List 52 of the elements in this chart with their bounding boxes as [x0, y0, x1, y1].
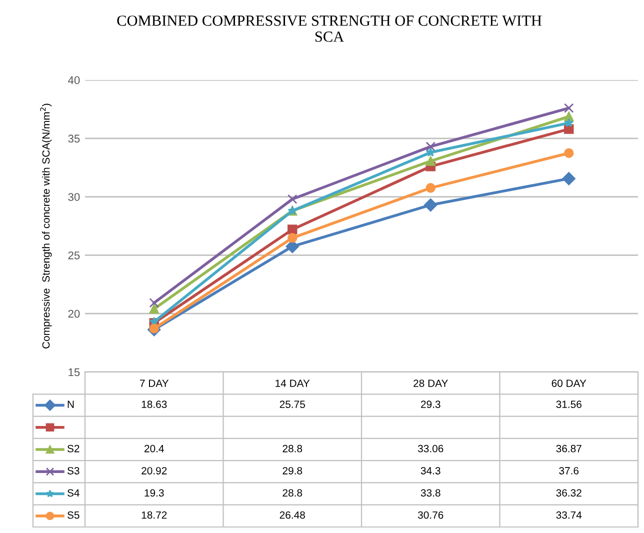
y-tick-label: 40	[68, 76, 80, 84]
data-label: 36.87	[556, 444, 582, 452]
point	[426, 142, 436, 152]
data-label: 20.4	[144, 444, 164, 452]
point	[288, 233, 298, 243]
data-label: 33.8	[420, 489, 440, 497]
x-tick-label: 7 DAY	[140, 380, 169, 387]
data-label: 25.75	[280, 400, 305, 408]
x-tick-label: 28 DAY	[414, 380, 448, 387]
data-label: 26.48	[280, 511, 305, 519]
point	[564, 103, 574, 113]
point	[149, 324, 159, 334]
data-label: 28.8	[282, 444, 302, 452]
data-label: 29.8	[282, 467, 302, 474]
y-axis-title: Compressive Strength of concrete with SCA(N/mm$^{2}$)	[40, 104, 52, 348]
point	[426, 148, 436, 156]
data-label: 37.6	[559, 467, 579, 474]
data-label: 20.92	[142, 467, 167, 474]
x-tick-label: 60 DAY	[552, 380, 586, 387]
data-label: 29.3	[421, 400, 440, 408]
data-label: 28.8	[282, 489, 302, 497]
point	[562, 172, 576, 186]
point	[288, 224, 298, 234]
point	[564, 148, 574, 158]
y-tick-label: 15	[68, 368, 80, 376]
legend-label: S2	[67, 444, 80, 452]
y-tick-label: 30	[68, 193, 80, 201]
legend-label: S3	[67, 467, 80, 474]
point	[149, 298, 159, 308]
data-label: 31.56	[556, 400, 582, 408]
y-tick-label: 20	[68, 310, 80, 318]
y-tick-label: 35	[68, 134, 80, 143]
data-label: 18.72	[142, 511, 167, 519]
data-label: 34.3	[420, 467, 440, 474]
data-label: 33.74	[556, 511, 582, 519]
point	[149, 304, 159, 314]
legend-label: S4	[67, 489, 80, 497]
point	[564, 118, 574, 128]
chart-title: COMBINED COMPRESSIVE STRENGTH OF CONCRETE WITH SCA	[117, 16, 542, 42]
data-label: 30.76	[418, 511, 444, 519]
legend-label: N	[68, 400, 74, 408]
data-label: 18.63	[142, 400, 167, 408]
point	[426, 156, 436, 166]
legend-label: S5	[67, 511, 80, 519]
y-tick-label: 25	[68, 251, 80, 260]
point	[288, 194, 298, 204]
data-label: 33.06	[418, 444, 444, 452]
data-label: 36.32	[556, 489, 582, 497]
x-tick-label: 14 DAY	[276, 380, 310, 387]
data-label: 19.3	[144, 489, 164, 497]
point	[424, 198, 438, 212]
point	[426, 183, 436, 193]
